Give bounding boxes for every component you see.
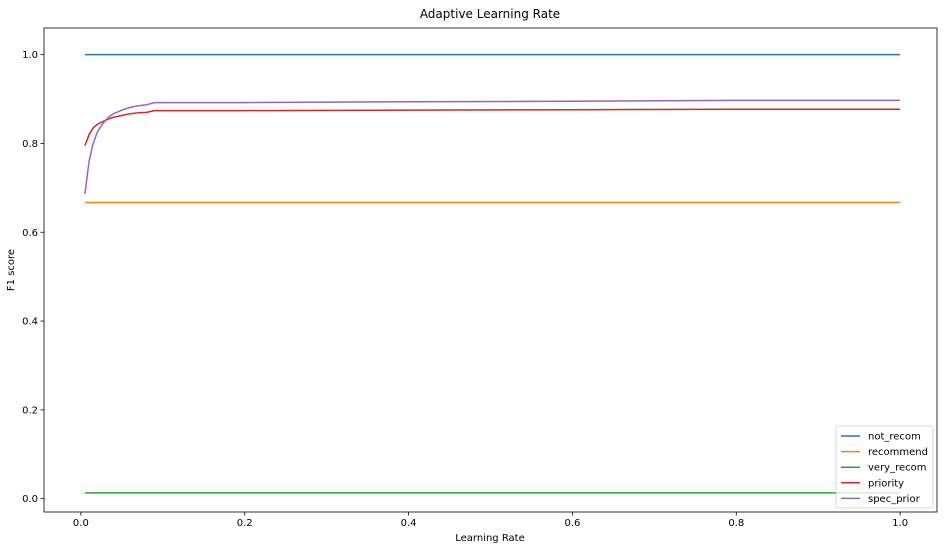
legend-label: spec_prior: [868, 494, 921, 505]
series-line-priority: [84, 108, 901, 146]
series-group: [84, 53, 901, 494]
legend: not_recom recommend very_recom priority spec…: [835, 425, 934, 509]
x-tick-label: 0.6: [564, 518, 580, 529]
legend-label: recommend: [868, 447, 928, 458]
x-tick-label: 0.8: [728, 518, 744, 529]
plot-area: [43, 27, 938, 513]
series-line-spec-prior: [84, 99, 901, 195]
legend-items: not_recom recommend very_recom priority spec…: [841, 432, 928, 505]
y-tick-label: 1.0: [22, 50, 38, 61]
legend-label: priority: [868, 478, 904, 489]
y-tick-label: 0.8: [22, 139, 38, 150]
legend-label: not_recom: [868, 432, 921, 443]
y-tick-label: 0.0: [22, 494, 38, 505]
y-tick-label: 0.6: [22, 228, 38, 239]
x-tick-label: 0.2: [237, 518, 253, 529]
y-tick-label: 0.2: [22, 405, 38, 416]
x-tick-label: 1.0: [892, 518, 908, 529]
legend-frame: [835, 425, 934, 509]
chart-title: Adaptive Learning Rate: [420, 7, 560, 21]
y-axis-label: F1 score: [6, 249, 17, 291]
x-tick-label: 0.0: [73, 518, 89, 529]
x-axis: 0.0 0.2 0.4 0.6 0.8 1.0: [73, 512, 908, 529]
y-tick-label: 0.4: [22, 317, 38, 328]
x-axis-label: Learning Rate: [455, 533, 525, 544]
y-axis: 0.0 0.2 0.4 0.6 0.8 1.0: [22, 50, 44, 505]
legend-label: very_recom: [868, 463, 927, 474]
x-tick-label: 0.4: [401, 518, 417, 529]
